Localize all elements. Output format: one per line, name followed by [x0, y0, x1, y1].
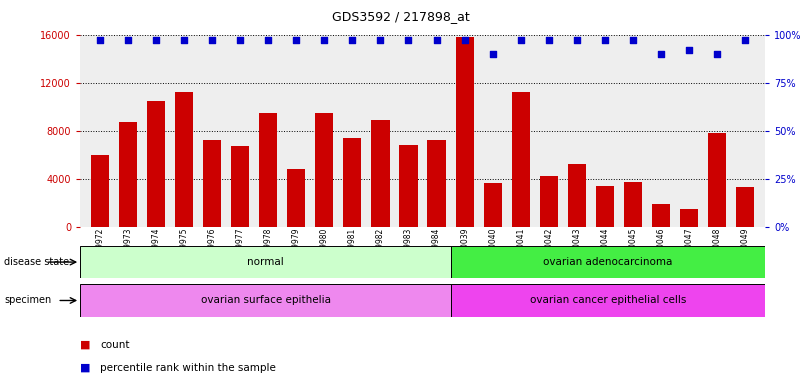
Bar — [680, 209, 698, 227]
Point — [739, 37, 751, 43]
Point — [430, 37, 443, 43]
Bar — [315, 113, 333, 227]
Text: specimen: specimen — [4, 295, 51, 305]
Point — [122, 37, 135, 43]
Point — [710, 51, 723, 57]
Bar — [287, 169, 305, 227]
Text: GDS3592 / 217898_at: GDS3592 / 217898_at — [332, 10, 469, 23]
Bar — [175, 92, 193, 227]
Bar — [428, 140, 445, 227]
Text: normal: normal — [248, 257, 284, 267]
Point — [682, 47, 695, 53]
Text: disease state: disease state — [4, 257, 69, 267]
Text: ovarian adenocarcinoma: ovarian adenocarcinoma — [543, 257, 673, 267]
Bar — [596, 186, 614, 227]
Bar — [512, 92, 530, 227]
Point — [318, 37, 331, 43]
Bar — [484, 184, 501, 227]
Point — [374, 37, 387, 43]
Bar — [568, 164, 586, 227]
Point — [598, 37, 611, 43]
Text: ovarian surface epithelia: ovarian surface epithelia — [200, 295, 331, 306]
Bar — [708, 133, 727, 227]
Text: ■: ■ — [80, 363, 91, 373]
Bar — [540, 176, 558, 227]
Bar — [80, 246, 451, 278]
Text: percentile rank within the sample: percentile rank within the sample — [100, 363, 276, 373]
Text: ■: ■ — [80, 340, 91, 350]
Bar — [91, 155, 109, 227]
Bar — [203, 140, 221, 227]
Point — [206, 37, 219, 43]
Bar — [80, 284, 451, 317]
Point — [150, 37, 163, 43]
Point — [458, 37, 471, 43]
Point — [94, 37, 107, 43]
Bar — [451, 284, 765, 317]
Point — [234, 37, 247, 43]
Bar — [259, 113, 277, 227]
Bar — [400, 145, 417, 227]
Bar — [372, 120, 389, 227]
Text: ovarian cancer epithelial cells: ovarian cancer epithelial cells — [529, 295, 686, 306]
Point — [570, 37, 583, 43]
Point — [486, 51, 499, 57]
Bar — [147, 101, 165, 227]
Bar — [344, 138, 361, 227]
Point — [262, 37, 275, 43]
Bar — [652, 204, 670, 227]
Bar — [456, 37, 473, 227]
Point — [542, 37, 555, 43]
Point — [626, 37, 639, 43]
Bar — [736, 187, 755, 227]
Point — [346, 37, 359, 43]
Point — [178, 37, 191, 43]
Bar — [231, 146, 249, 227]
Bar — [624, 182, 642, 227]
Point — [514, 37, 527, 43]
Bar — [451, 246, 765, 278]
Point — [402, 37, 415, 43]
Bar — [119, 122, 137, 227]
Text: count: count — [100, 340, 130, 350]
Point — [654, 51, 667, 57]
Point — [290, 37, 303, 43]
